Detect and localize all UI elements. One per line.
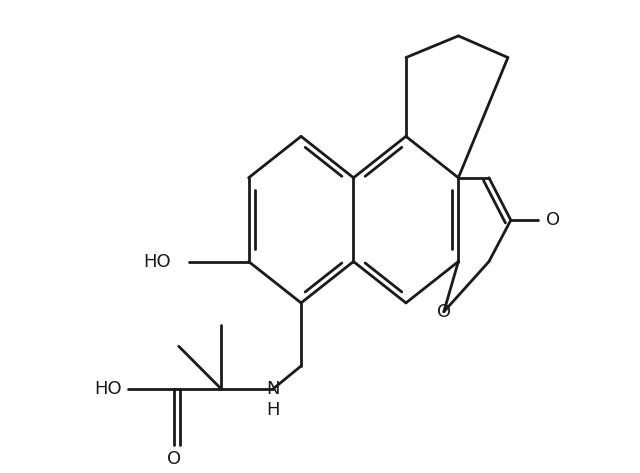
Text: HO: HO bbox=[94, 380, 122, 398]
Text: N: N bbox=[267, 380, 280, 398]
Text: O: O bbox=[546, 211, 560, 229]
Text: O: O bbox=[436, 303, 451, 321]
Text: HO: HO bbox=[143, 253, 171, 271]
Text: H: H bbox=[267, 401, 280, 420]
Text: O: O bbox=[167, 450, 181, 468]
